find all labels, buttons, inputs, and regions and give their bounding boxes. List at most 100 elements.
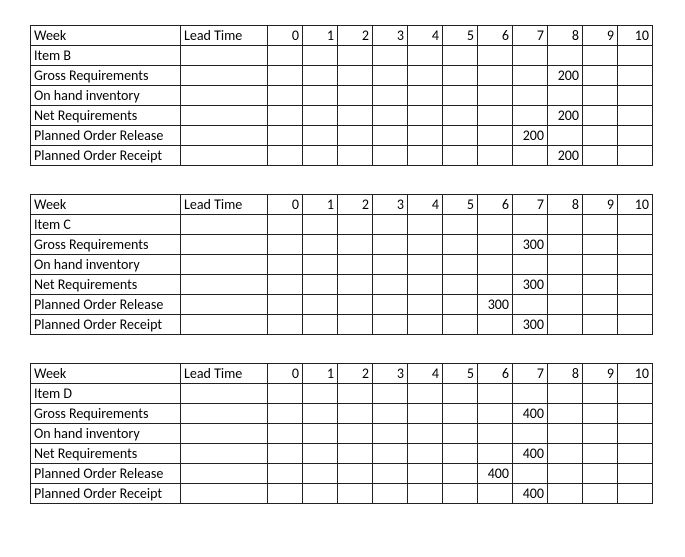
gross-lead (181, 235, 268, 255)
period-header-0: 0 (268, 26, 303, 46)
net-cell-2 (338, 106, 373, 126)
onhand-lead (181, 86, 268, 106)
release-cell-1 (303, 464, 338, 484)
item-cell-10 (618, 46, 653, 66)
receipt-row: Planned Order Receipt300 (31, 315, 653, 335)
net-cell-3 (373, 444, 408, 464)
net-cell-10 (618, 106, 653, 126)
item-row: Item D (31, 384, 653, 404)
release-cell-8 (548, 126, 583, 146)
release-cell-5 (443, 126, 478, 146)
gross-cell-7: 400 (513, 404, 548, 424)
onhand-row: On hand inventory (31, 86, 653, 106)
item-cell-1 (303, 46, 338, 66)
week-label: Week (31, 195, 181, 215)
gross-row: Gross Requirements300 (31, 235, 653, 255)
gross-cell-4 (408, 404, 443, 424)
onhand-cell-8 (548, 86, 583, 106)
period-header-10: 10 (618, 26, 653, 46)
receipt-cell-4 (408, 146, 443, 166)
receipt-label: Planned Order Receipt (31, 315, 181, 335)
item-cell-4 (408, 46, 443, 66)
net-cell-5 (443, 275, 478, 295)
onhand-cell-1 (303, 424, 338, 444)
net-cell-9 (583, 106, 618, 126)
onhand-cell-1 (303, 255, 338, 275)
onhand-cell-6 (478, 424, 513, 444)
period-header-1: 1 (303, 195, 338, 215)
period-header-6: 6 (478, 195, 513, 215)
gross-cell-2 (338, 404, 373, 424)
receipt-lead (181, 146, 268, 166)
release-cell-1 (303, 295, 338, 315)
item-row: Item C (31, 215, 653, 235)
gross-cell-9 (583, 404, 618, 424)
receipt-cell-6 (478, 484, 513, 504)
period-header-1: 1 (303, 26, 338, 46)
net-cell-7 (513, 106, 548, 126)
item-cell-6 (478, 46, 513, 66)
receipt-cell-4 (408, 484, 443, 504)
onhand-cell-10 (618, 255, 653, 275)
release-cell-8 (548, 295, 583, 315)
onhand-cell-2 (338, 86, 373, 106)
receipt-cell-5 (443, 315, 478, 335)
receipt-cell-5 (443, 146, 478, 166)
net-row: Net Requirements300 (31, 275, 653, 295)
release-cell-8 (548, 464, 583, 484)
period-header-8: 8 (548, 26, 583, 46)
release-lead (181, 126, 268, 146)
gross-cell-9 (583, 235, 618, 255)
receipt-cell-10 (618, 146, 653, 166)
release-cell-1 (303, 126, 338, 146)
item-cell-9 (583, 46, 618, 66)
release-cell-2 (338, 126, 373, 146)
onhand-row: On hand inventory (31, 424, 653, 444)
net-cell-9 (583, 275, 618, 295)
gross-cell-6 (478, 235, 513, 255)
item-cell-7 (513, 384, 548, 404)
onhand-cell-4 (408, 255, 443, 275)
onhand-cell-7 (513, 86, 548, 106)
item-cell-1 (303, 215, 338, 235)
gross-cell-6 (478, 66, 513, 86)
release-cell-4 (408, 126, 443, 146)
release-cell-9 (583, 126, 618, 146)
onhand-cell-9 (583, 424, 618, 444)
gross-cell-0 (268, 235, 303, 255)
release-cell-7: 200 (513, 126, 548, 146)
gross-cell-4 (408, 66, 443, 86)
onhand-cell-3 (373, 424, 408, 444)
gross-cell-3 (373, 404, 408, 424)
gross-cell-1 (303, 66, 338, 86)
period-header-5: 5 (443, 26, 478, 46)
net-cell-6 (478, 444, 513, 464)
receipt-cell-3 (373, 146, 408, 166)
net-cell-8: 200 (548, 106, 583, 126)
receipt-cell-2 (338, 315, 373, 335)
receipt-lead (181, 315, 268, 335)
net-lead (181, 275, 268, 295)
period-header-2: 2 (338, 364, 373, 384)
onhand-lead (181, 424, 268, 444)
onhand-cell-7 (513, 255, 548, 275)
period-header-9: 9 (583, 195, 618, 215)
receipt-cell-8: 200 (548, 146, 583, 166)
onhand-cell-7 (513, 424, 548, 444)
receipt-cell-4 (408, 315, 443, 335)
item-cell-2 (338, 215, 373, 235)
net-cell-5 (443, 444, 478, 464)
release-lead (181, 464, 268, 484)
period-header-10: 10 (618, 195, 653, 215)
gross-cell-0 (268, 66, 303, 86)
net-row: Net Requirements400 (31, 444, 653, 464)
net-label: Net Requirements (31, 275, 181, 295)
item-cell-2 (338, 46, 373, 66)
item-cell-0 (268, 384, 303, 404)
release-cell-3 (373, 464, 408, 484)
item-cell-3 (373, 384, 408, 404)
gross-lead (181, 66, 268, 86)
mrp-table-2: WeekLead Time012345678910Item DGross Req… (30, 363, 653, 504)
receipt-cell-3 (373, 484, 408, 504)
week-label: Week (31, 364, 181, 384)
